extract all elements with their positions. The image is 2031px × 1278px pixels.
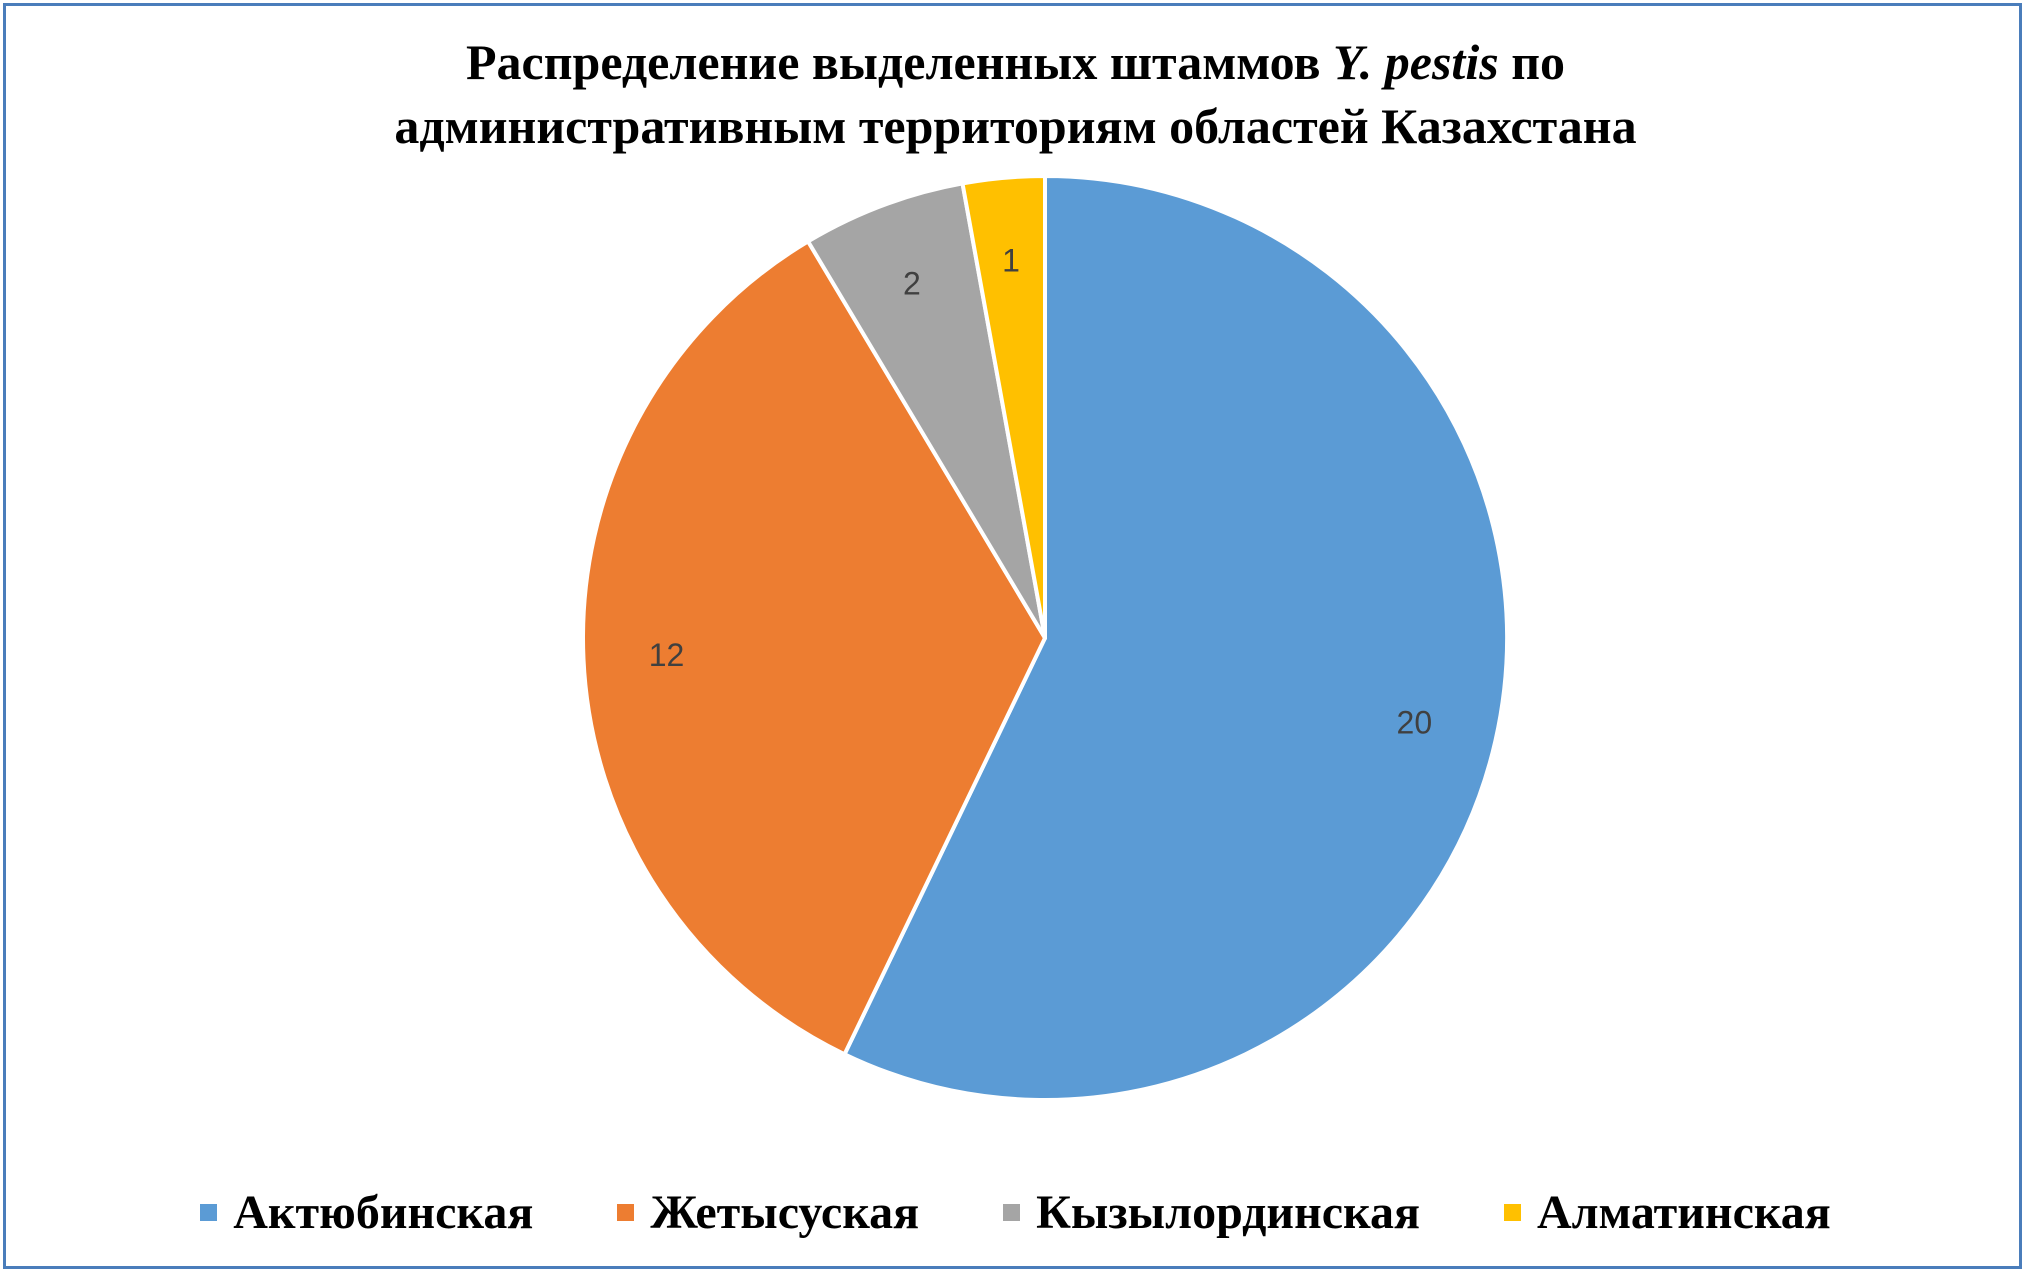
legend-swatch-almaty: [1503, 1203, 1521, 1221]
legend-swatch-kyzylorda: [1003, 1203, 1021, 1221]
legend-label-almaty: Алматинская: [1536, 1185, 1831, 1239]
data-label-aktobe: 20: [1397, 704, 1433, 740]
data-label-kyzylorda: 2: [903, 265, 921, 301]
legend-label-zhetysu: Жетысуская: [650, 1185, 920, 1239]
legend-item-almaty: Алматинская: [1503, 1185, 1831, 1240]
legend-item-zhetysu: Жетысуская: [617, 1185, 919, 1240]
chart-title: Распределение выделенных штаммов Y. pest…: [0, 30, 2031, 158]
pie-slice-zhetysu: [581, 239, 1047, 1057]
chart-title-line1: Распределение выделенных штаммов Y. pest…: [0, 30, 2031, 94]
legend-swatch-aktobe: [200, 1203, 218, 1221]
legend-item-kyzylorda: Кызылординская: [1003, 1185, 1420, 1240]
chart-title-line1-post: по: [1511, 34, 1565, 90]
pie-slice-kyzylorda: [806, 181, 1047, 640]
legend-label-aktobe: Актюбинская: [233, 1185, 534, 1239]
chart-title-species: Y. pestis: [1332, 34, 1499, 90]
chart-legend: Актюбинская Жетысуская Кызылординская Ал…: [0, 1182, 2031, 1242]
legend-swatch-zhetysu: [617, 1203, 635, 1221]
pie-slice-almaty: [960, 174, 1047, 640]
legend-item-aktobe: Актюбинская: [200, 1185, 533, 1240]
chart-title-line2: административным территориям областей Ка…: [394, 98, 1637, 154]
pie-slice-aktobe: [842, 174, 1509, 1102]
data-label-almaty: 1: [1002, 243, 1020, 279]
legend-label-kyzylorda: Кызылординская: [1036, 1185, 1420, 1239]
data-label-zhetysu: 12: [649, 637, 685, 673]
chart-title-line1-pre: Распределение выделенных штаммов: [466, 34, 1321, 90]
